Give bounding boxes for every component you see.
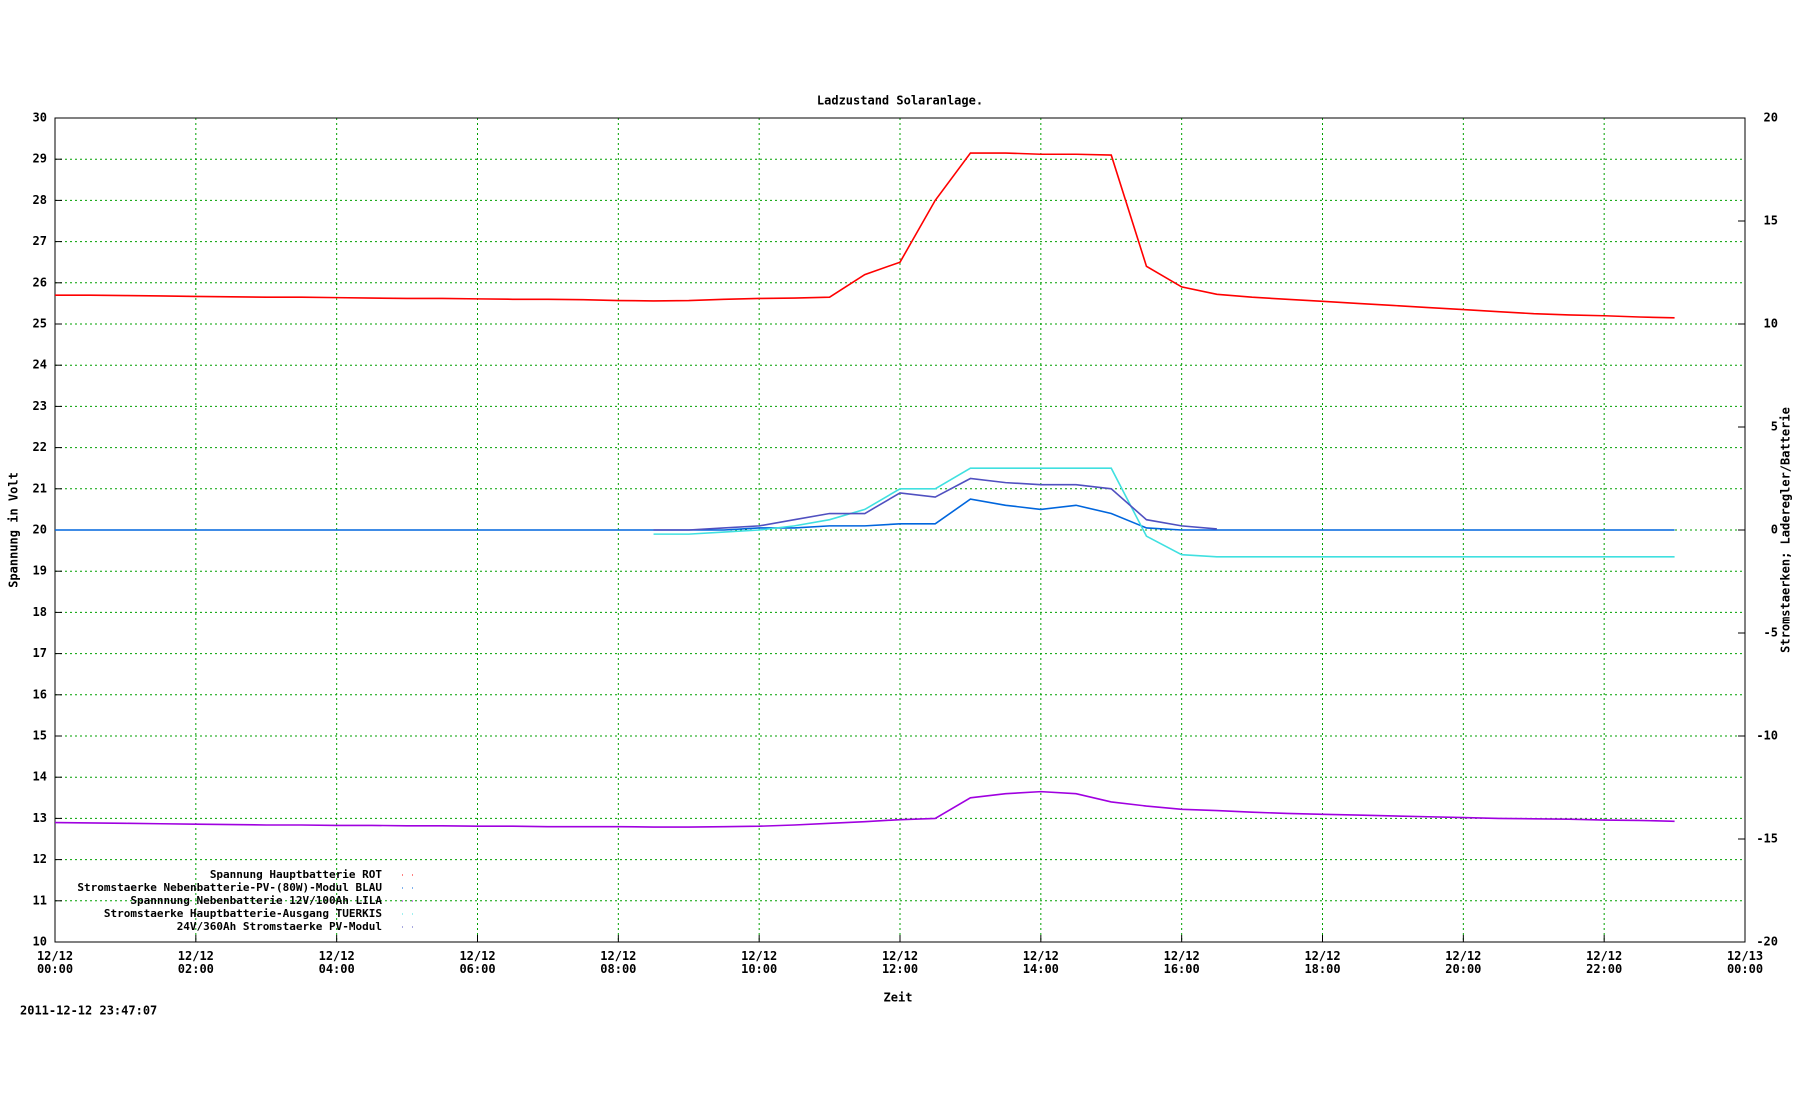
y-tick-label: 10 [33,935,47,949]
y-tick-label: 20 [33,523,47,537]
y2-axis-label: Stromstaerken; Laderegler/Batterie [1779,407,1793,653]
y-tick-label: 16 [33,687,47,701]
x-tick-label: 12/12 04:00 [319,949,355,976]
y-tick-label: 30 [33,111,47,125]
y2-tick-label: 10 [1764,317,1778,331]
y-tick-label: 12 [33,852,47,866]
y-tick-label: 25 [33,317,47,331]
series-line [653,477,1217,531]
y-tick-label: 26 [33,275,47,289]
y-tick-label: 21 [33,481,47,495]
y-tick-label: 17 [33,646,47,660]
y2-tick-label: 20 [1764,111,1778,125]
y-tick-label: 24 [33,358,47,372]
x-tick-label: 12/12 02:00 [178,949,214,976]
legend-label: Spannnung Nebenbatterie 12V/100Ah LILA [130,894,382,907]
y-tick-label: 13 [33,811,47,825]
y-tick-label: 18 [33,605,47,619]
y-tick-label: 15 [33,729,47,743]
x-tick-label: 12/12 18:00 [1304,949,1340,976]
series-line [653,467,1675,558]
series-line [55,152,1675,319]
y-tick-label: 23 [33,399,47,413]
x-tick-label: 12/12 00:00 [37,949,73,976]
y2-tick-label: -15 [1756,832,1778,846]
series-line [54,790,1675,828]
y2-tick-label: 15 [1764,214,1778,228]
x-tick-label: 12/12 16:00 [1164,949,1200,976]
x-axis-label: Zeit [884,991,913,1005]
x-tick-label: 12/12 20:00 [1445,949,1481,976]
x-tick-label: 12/12 08:00 [600,949,636,976]
legend-label: Stromstaerke Nebenbatterie-PV-(80W)-Modu… [77,881,382,894]
y-tick-label: 27 [33,234,47,248]
legend-label: Spannung Hauptbatterie ROT [210,868,383,881]
x-tick-label: 12/12 22:00 [1586,949,1622,976]
x-tick-label: 12/12 06:00 [459,949,495,976]
y-tick-label: 11 [33,893,47,907]
y-tick-label: 29 [33,152,47,166]
x-tick-label: 12/12 10:00 [741,949,777,976]
timestamp: 2011-12-12 23:47:07 [20,1004,157,1018]
y2-tick-label: -10 [1756,729,1778,743]
legend-label: 24V/360Ah Stromstaerke PV-Modul [177,920,382,933]
y-tick-label: 19 [33,564,47,578]
y-axis-label: Spannung in Volt [7,472,21,588]
x-tick-label: 12/12 12:00 [882,949,918,976]
y2-tick-label: -5 [1764,626,1778,640]
y-tick-label: 22 [33,440,47,454]
chart-title: Ladzustand Solaranlage. [817,94,983,108]
x-tick-label: 12/13 00:00 [1727,949,1763,976]
x-tick-label: 12/12 14:00 [1023,949,1059,976]
y2-tick-label: 0 [1771,523,1778,537]
legend-label: Stromstaerke Hauptbatterie-Ausgang TUERK… [104,907,382,920]
series-line [55,498,1675,531]
y2-tick-label: 5 [1771,420,1778,434]
y-tick-label: 28 [33,193,47,207]
y2-tick-label: -20 [1756,935,1778,949]
y-tick-label: 14 [33,770,47,784]
